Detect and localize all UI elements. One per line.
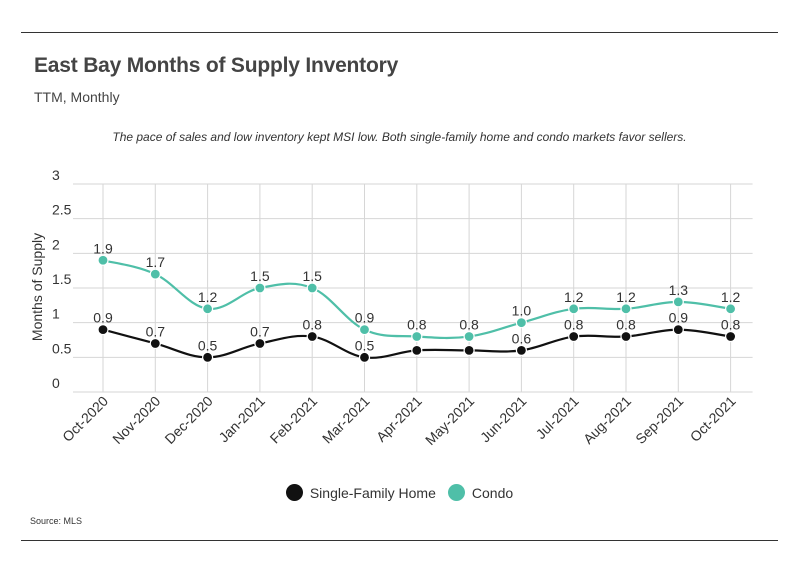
data-label-single-family-home: 0.5 [355,337,375,353]
source-note: Source: MLS [30,516,83,526]
data-label-condo: 0.9 [355,310,375,326]
data-point-single-family-home [411,344,423,356]
x-tick-label: Oct-2021 [687,393,739,445]
data-point-single-family-home [149,337,161,350]
data-label-single-family-home: 0.8 [564,317,584,333]
x-tick-label: Dec-2020 [161,393,215,447]
data-label-single-family-home: 0.8 [616,317,636,333]
data-point-single-family-home [254,337,266,350]
data-point-condo [254,282,266,294]
legend-item-condo[interactable]: Condo [447,484,514,501]
data-point-single-family-home [202,351,214,363]
data-label-condo: 0.8 [459,317,479,333]
legend-marker-single-family [285,484,303,501]
y-tick-label: 2.5 [52,202,72,218]
grid [73,183,753,393]
y-tick-label: 0.5 [52,340,72,356]
y-axis-label: Months of Supply [29,233,45,341]
data-label-condo: 1.2 [616,289,636,305]
x-tick-label: Feb-2021 [267,393,321,447]
data-point-single-family-home [97,324,109,336]
data-label-single-family-home: 0.9 [93,310,113,326]
legend: Single-Family Home Condo [0,484,799,501]
data-label-condo: 1.2 [198,289,218,305]
x-tick-label: Nov-2020 [109,393,163,447]
data-label-condo: 0.8 [407,317,427,333]
data-point-single-family-home [515,344,528,356]
data-label-condo: 1.5 [250,268,270,284]
data-point-condo [463,330,475,343]
data-point-condo [202,303,214,315]
x-tick-label: May-2021 [422,393,477,448]
chart-note: The pace of sales and low inventory kept… [112,130,687,144]
legend-label-condo: Condo [471,484,514,501]
data-point-single-family-home [358,351,371,363]
data-point-single-family-home [620,330,632,343]
data-point-condo [724,303,737,315]
series: 0.90.70.50.7 0.80.5 0.60.8 0.8 0.9 0.81.91.71… [93,240,741,363]
legend-item-single-family[interactable]: Single-Family Home [285,484,436,501]
data-point-single-family-home [463,344,475,356]
x-tick-label: Sep-2021 [632,393,686,447]
bottom-rule [21,540,778,541]
data-point-condo [411,330,423,343]
data-point-condo [149,268,161,280]
data-point-condo [568,303,580,315]
data-point-single-family-home [568,330,580,343]
y-tick-label: 1 [52,306,60,322]
data-point-condo [306,282,318,294]
x-tick-label: Oct-2020 [59,393,111,445]
chart-title: East Bay Months of Supply Inventory [34,54,399,77]
data-point-condo [358,324,371,336]
data-label-condo: 1.0 [512,303,532,319]
data-label-condo: 1.2 [721,289,741,305]
x-tick-label: Jun-2021 [477,393,530,446]
y-tick-label: 2 [52,236,60,252]
data-label-condo: 1.7 [146,254,166,270]
y-tick-label: 0 [52,375,60,391]
y-axis-ticks: 0 0.5 1 1.5 2 2.5 3 [52,167,72,391]
data-label-single-family-home: 0.8 [721,317,741,333]
x-tick-label: Jul-2021 [533,393,582,442]
data-point-single-family-home [724,330,737,343]
x-tick-label: Aug-2021 [580,393,634,447]
chart-subtitle: TTM, Monthly [34,89,120,105]
data-point-single-family-home [306,330,318,343]
data-label-single-family-home: 0.8 [302,317,322,333]
data-label-single-family-home: 0.7 [146,323,166,339]
legend-label-single-family: Single-Family Home [309,484,436,501]
series-condo: 1.9 1.7 1.2 1.5 1.5 0.9 0.8 0.8 1.0 1.2 1.2 1.3 1.2 [93,240,741,343]
y-tick-label: 3 [52,167,60,183]
data-point-single-family-home [672,324,684,336]
data-label-condo: 1.5 [302,268,322,284]
x-tick-label: Jan-2021 [215,393,268,446]
top-rule [21,32,778,33]
data-label-single-family-home: 0.7 [250,323,270,339]
data-label-single-family-home: 0.5 [198,337,218,353]
data-label-single-family-home: 0.9 [669,310,689,326]
x-tick-label: Mar-2021 [319,393,373,447]
data-label-condo: 1.3 [669,282,689,298]
data-label-condo: 1.2 [564,289,584,305]
data-label-condo: 1.9 [93,240,113,256]
data-point-condo [97,254,109,266]
data-label-single-family-home: 0.6 [512,330,532,346]
x-tick-label: Apr-2021 [373,393,425,445]
series-single-family-home: 0.9 0.7 0.5 0.7 0.8 0.5 0.6 0.8 0.8 0.9 0.8 [93,310,741,363]
data-point-condo [515,317,528,329]
legend-marker-condo [447,484,465,501]
y-tick-label: 1.5 [52,271,72,287]
data-point-condo [672,296,684,308]
data-point-condo [620,303,632,315]
